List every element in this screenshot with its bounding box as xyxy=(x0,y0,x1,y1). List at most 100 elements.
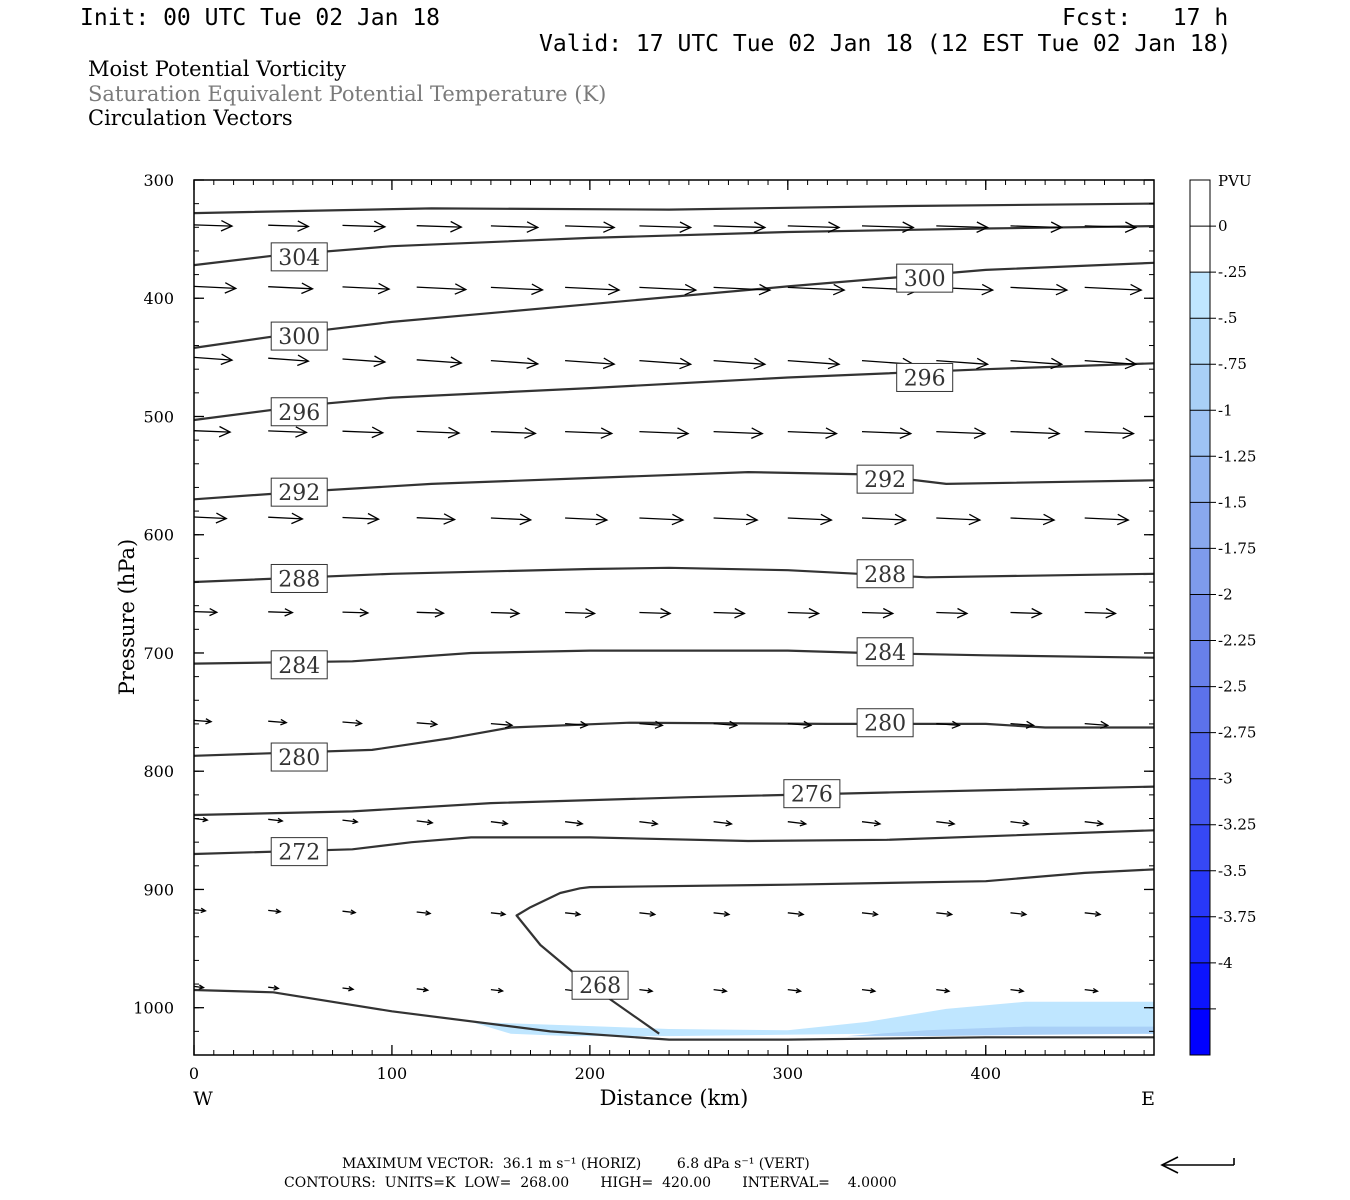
colorbar-tick-label: -2.75 xyxy=(1218,724,1256,742)
theta-es-contour xyxy=(193,261,1155,349)
vector-arrowhead xyxy=(951,720,961,729)
vector-arrowhead xyxy=(584,608,597,619)
colorbar-swatch xyxy=(1190,180,1210,227)
circulation-vector xyxy=(565,722,588,726)
circulation-vector xyxy=(342,819,358,823)
contour-label-box xyxy=(270,242,328,272)
vector-arrowhead xyxy=(799,819,808,827)
y-tick-label: 600 xyxy=(143,526,174,545)
colorbar-tick-label: -1.25 xyxy=(1218,447,1256,465)
vector-arrowhead xyxy=(894,513,908,526)
circulation-vector xyxy=(268,909,281,913)
colorbar-swatch xyxy=(1190,824,1210,872)
circulation-vector xyxy=(639,517,684,521)
vector-arrowhead xyxy=(509,608,521,618)
circulation-vector xyxy=(713,517,758,521)
circulation-vector xyxy=(490,359,538,365)
contour-label: 280 xyxy=(278,746,320,771)
vector-arrowhead xyxy=(531,283,545,296)
circulation-vector xyxy=(342,516,379,520)
vector-arrowhead xyxy=(1042,513,1056,526)
colorbar-tick-label: -4 xyxy=(1218,954,1233,972)
contour-label: 296 xyxy=(904,366,946,391)
circulation-vector xyxy=(936,517,980,521)
vector-arrowhead xyxy=(872,911,879,917)
vector-arrowhead xyxy=(1031,607,1043,619)
theta-es-contour xyxy=(193,471,1155,501)
vector-arrowhead xyxy=(526,221,540,233)
contour-label-box xyxy=(270,397,328,427)
valid-time: Valid: 17 UTC Tue 02 Jan 18 (12 EST Tue … xyxy=(539,31,1232,57)
circulation-vector xyxy=(1084,821,1103,825)
colorbar-swatch xyxy=(1190,870,1210,918)
title-theta-es: Saturation Equivalent Potential Temperat… xyxy=(88,82,607,106)
circulation-vector xyxy=(1084,225,1137,229)
circulation-vector xyxy=(787,722,811,727)
circulation-vector xyxy=(490,517,531,521)
vector-arrowhead xyxy=(295,426,308,438)
vector-arrowhead xyxy=(827,357,841,370)
vector-arrowhead xyxy=(603,221,616,233)
theta-es-contour xyxy=(193,721,1154,757)
circulation-vector xyxy=(861,430,911,435)
circulation-vector xyxy=(490,286,543,291)
vector-arrowhead xyxy=(1105,607,1117,619)
colorbar-swatch xyxy=(1190,410,1210,457)
vector-arrowhead xyxy=(355,719,363,727)
theta-es-contour xyxy=(193,785,1155,817)
vector-arrowhead xyxy=(973,427,987,439)
vector-arrowhead xyxy=(1100,720,1110,729)
vector-arrowhead xyxy=(803,720,813,729)
init-time: Init: 00 UTC Tue 02 Jan 18 xyxy=(80,5,441,31)
circulation-vector xyxy=(639,821,658,825)
vector-arrowhead xyxy=(1018,987,1025,994)
circulation-vector xyxy=(193,908,206,912)
x-tick-label: 400 xyxy=(970,1064,1001,1083)
contour-label: 288 xyxy=(864,563,906,588)
contour-label: 280 xyxy=(864,712,906,737)
theta-es-contour xyxy=(193,829,1155,856)
circulation-vector xyxy=(416,359,462,364)
y-tick-label: 400 xyxy=(143,289,174,308)
contour-label: 292 xyxy=(278,481,320,506)
vector-arrowhead xyxy=(728,720,739,729)
circulation-vector xyxy=(342,358,385,363)
vector-arrowhead xyxy=(297,220,310,232)
circulation-vector xyxy=(861,611,893,615)
colorbar-swatch xyxy=(1190,502,1210,549)
colorbar-swatch xyxy=(1190,456,1210,503)
circulation-vector xyxy=(342,910,356,914)
vector-arrowhead xyxy=(352,818,359,825)
colorbar-tick-label: -2.25 xyxy=(1218,632,1256,650)
vector-arrowhead xyxy=(651,819,659,827)
circulation-vector xyxy=(565,611,595,615)
circulation-vector xyxy=(565,359,615,365)
circulation-vector xyxy=(416,286,466,291)
vector-arrowhead xyxy=(649,911,657,917)
circulation-vector xyxy=(787,988,801,992)
circulation-vector xyxy=(936,225,988,229)
circulation-vector xyxy=(342,611,368,614)
circulation-vector xyxy=(1010,821,1029,825)
plot-frame xyxy=(193,179,1155,1056)
colorbar-tick-label: -.5 xyxy=(1218,309,1237,327)
vector-arrowhead xyxy=(1050,357,1064,370)
vector-arrowhead xyxy=(882,607,895,619)
vector-arrowhead xyxy=(1050,221,1064,233)
circulation-vector xyxy=(416,430,460,434)
vector-arrowhead xyxy=(500,911,507,917)
vector-arrowhead xyxy=(504,720,514,729)
vector-arrowhead xyxy=(902,221,915,233)
circulation-vector xyxy=(787,359,840,365)
vector-arrowhead xyxy=(873,819,882,827)
circulation-vector xyxy=(1084,430,1134,435)
circulation-vector xyxy=(1010,430,1060,435)
circulation-vector xyxy=(268,286,313,290)
theta-es-contour xyxy=(515,868,1155,1035)
circulation-vector xyxy=(936,722,960,727)
circulation-vector xyxy=(936,988,950,992)
colorbar-tick-label: -3.25 xyxy=(1218,816,1256,834)
vector-arrowhead xyxy=(449,356,463,369)
vector-arrowhead xyxy=(1124,221,1138,233)
theta-es-contour xyxy=(193,362,1155,422)
